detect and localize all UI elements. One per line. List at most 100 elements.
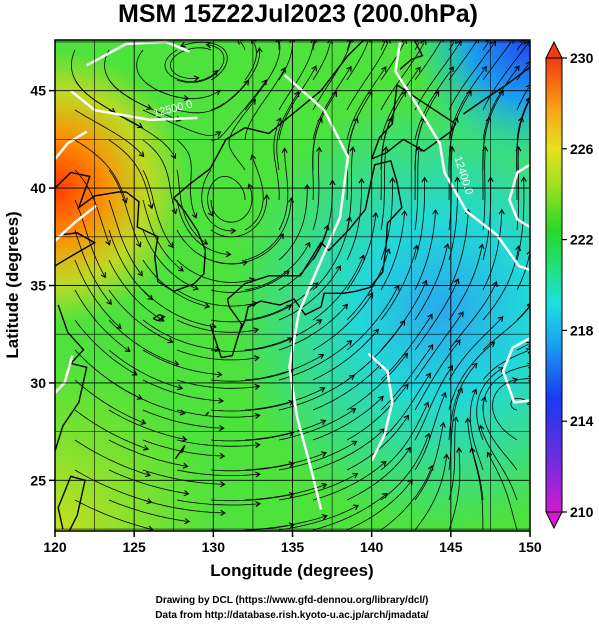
streamline-arrowhead bbox=[433, 90, 440, 97]
streamline-arrowhead bbox=[452, 116, 459, 123]
streamline bbox=[142, 169, 174, 248]
x-tick-label: 135 bbox=[281, 539, 305, 555]
colorbar-tick-label: 210 bbox=[570, 504, 594, 520]
streamline bbox=[244, 319, 322, 351]
streamline bbox=[142, 349, 222, 376]
contour-line bbox=[394, 41, 530, 272]
streamline-arrowhead bbox=[427, 344, 434, 350]
streamline-arrowhead bbox=[184, 518, 191, 525]
streamline-arrowhead bbox=[453, 278, 460, 285]
streamline bbox=[414, 422, 444, 501]
colorbar-tick-label: 218 bbox=[570, 322, 594, 338]
streamline-arrowhead bbox=[526, 303, 530, 307]
streamline-arrowhead bbox=[412, 244, 419, 251]
streamline-arrowhead bbox=[443, 453, 450, 460]
streamline bbox=[210, 401, 294, 412]
streamline-arrowhead bbox=[288, 491, 295, 498]
y-tick-label: 35 bbox=[30, 278, 46, 294]
streamline-arrowhead bbox=[373, 328, 380, 335]
streamline-arrowhead bbox=[293, 91, 300, 98]
x-axis-ticks: 120 125 130 135 140 145 150 bbox=[43, 531, 542, 555]
streamline bbox=[448, 244, 483, 321]
streamline bbox=[312, 255, 364, 321]
streamline bbox=[244, 484, 327, 501]
streamline bbox=[482, 350, 529, 381]
streamline bbox=[164, 49, 218, 83]
streamline-arrowhead bbox=[280, 66, 286, 73]
streamline bbox=[210, 369, 293, 382]
streamline bbox=[312, 292, 373, 351]
credit-line-2: Data from http://database.rish.kyoto-u.a… bbox=[155, 610, 429, 621]
streamline-arrowhead bbox=[403, 414, 409, 421]
streamline bbox=[108, 349, 183, 389]
streamline-arrowhead bbox=[255, 501, 261, 508]
streamline-arrowhead bbox=[225, 251, 232, 258]
colorbar: 210 214 218 222 226 230 bbox=[545, 40, 594, 530]
streamline-arrowhead bbox=[142, 444, 150, 451]
streamline bbox=[448, 363, 478, 441]
x-tick-label: 140 bbox=[360, 539, 384, 555]
streamline-arrowhead bbox=[214, 346, 221, 353]
streamline bbox=[380, 245, 418, 321]
streamline-arrowhead bbox=[220, 509, 226, 516]
streamline-arrowhead bbox=[498, 208, 505, 215]
streamline bbox=[476, 367, 504, 441]
streamline bbox=[414, 117, 425, 201]
streamline bbox=[414, 209, 436, 291]
streamline-arrowhead bbox=[331, 90, 337, 97]
streamline-arrowhead bbox=[421, 279, 428, 286]
streamline-arrowhead bbox=[311, 65, 317, 72]
streamline bbox=[74, 229, 112, 305]
streamline bbox=[448, 341, 495, 411]
coastline bbox=[463, 66, 530, 115]
streamline-arrowhead bbox=[469, 446, 476, 453]
streamline-arrowhead bbox=[193, 75, 200, 82]
streamline bbox=[244, 155, 264, 231]
streamline bbox=[380, 66, 421, 141]
streamline-arrowhead bbox=[443, 243, 450, 249]
streamline-arrowhead bbox=[105, 239, 111, 246]
streamline bbox=[244, 387, 325, 411]
streamline-arrowhead bbox=[471, 362, 478, 369]
streamline-arrowhead bbox=[381, 66, 387, 73]
streamline bbox=[142, 229, 199, 290]
streamline-arrowhead bbox=[350, 408, 357, 414]
streamline bbox=[448, 417, 457, 501]
streamline bbox=[380, 117, 392, 201]
streamline bbox=[244, 420, 326, 441]
streamline bbox=[74, 289, 131, 352]
streamline-arrowhead bbox=[402, 383, 409, 390]
streamline bbox=[414, 392, 446, 471]
contour-line bbox=[283, 74, 350, 510]
streamline-arrowhead bbox=[316, 319, 323, 325]
coastline bbox=[57, 475, 86, 531]
streamline bbox=[210, 233, 284, 265]
streamline bbox=[516, 378, 530, 381]
streamline-arrowhead bbox=[367, 292, 374, 299]
streamline bbox=[414, 454, 448, 531]
chart-title: MSM 15Z22Jul2023 (200.0hPa) bbox=[118, 0, 478, 28]
streamline bbox=[244, 40, 281, 111]
streamline-arrowhead bbox=[317, 117, 323, 124]
streamline bbox=[142, 499, 225, 514]
streamline-arrowhead bbox=[255, 471, 261, 478]
streamline bbox=[380, 280, 427, 351]
streamline-arrowhead bbox=[276, 117, 282, 124]
streamline-arrowhead bbox=[352, 117, 359, 124]
streamline-arrowhead bbox=[192, 284, 199, 291]
streamline-arrowhead bbox=[318, 354, 325, 360]
streamline-arrowhead bbox=[525, 96, 530, 103]
streamline-arrowhead bbox=[250, 98, 256, 105]
streamline-arrowhead bbox=[254, 383, 261, 390]
streamline-arrowhead bbox=[455, 339, 461, 346]
streamline bbox=[346, 178, 362, 261]
streamline-arrowhead bbox=[323, 224, 330, 231]
streamline bbox=[414, 177, 425, 261]
streamline bbox=[74, 259, 122, 329]
streamline bbox=[74, 139, 127, 203]
contour-line bbox=[86, 40, 191, 67]
streamline bbox=[201, 169, 236, 232]
streamline-arrowhead bbox=[178, 265, 184, 272]
